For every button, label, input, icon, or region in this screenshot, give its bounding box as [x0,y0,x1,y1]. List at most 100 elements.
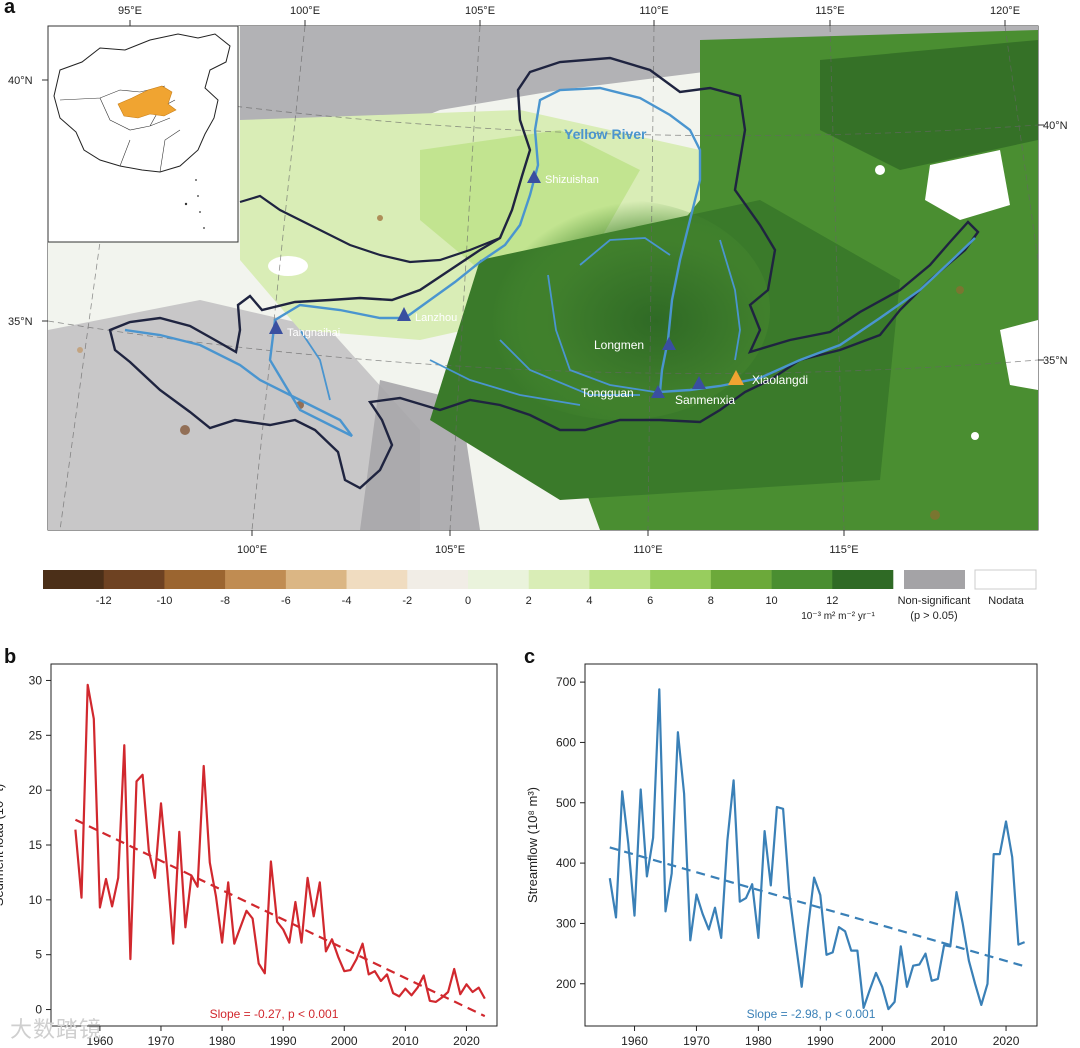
x-tick-label: 1960 [621,1034,648,1048]
y-tick-label: 15 [29,838,43,852]
colorbar-ticks: -12 -10 -8 -6 -4 -2 0 2 4 6 8 10 12 [96,595,839,607]
station-label: Tangnaihai [287,327,340,339]
lon-label-bottom: 100°E [237,544,267,556]
station-label: Xiaolangdi [752,373,808,387]
plot-frame [50,663,498,1027]
colorbar-swatch [225,570,287,589]
colorbar-unit: 10⁻³ m² m⁻² yr⁻¹ [801,611,875,622]
x-tick-label: 1980 [209,1034,236,1048]
station-marker-xiaolangdi [728,370,744,385]
colorbar-swatch [528,570,590,589]
slope-annotation: Slope = -2.98, p < 0.001 [747,1007,876,1021]
colorbar-tick-label: 12 [826,595,838,607]
x-tick-label: 1960 [87,1034,114,1048]
lat-label-right: 35°N [1043,355,1068,367]
trend-line [74,818,486,1018]
lon-label-bottom: 105°E [435,544,465,556]
lat-label-left: 40°N [8,75,33,87]
colorbar-tick-label: -12 [96,595,112,607]
station-marker-lanzhou [397,307,411,321]
lon-label-top: 95°E [118,5,142,17]
station-label: Longmen [594,338,644,352]
colorbar-swatch [710,570,772,589]
x-tick-label: 2000 [331,1034,358,1048]
trend-map: Shizuishan Tangnaihai Lanzhou Longmen To… [8,5,1068,556]
plot-frame [584,663,1038,1027]
nodata-swatch [974,569,1037,590]
y-tick-label: 400 [556,856,576,870]
colorbar-swatch [650,570,712,589]
colorbar-swatch [285,570,347,589]
inset-basin-highlight [117,85,177,119]
map-ticks [42,20,1044,536]
y-tick-label: 600 [556,735,576,749]
station-label: Tongguan [581,386,634,400]
station-marker-tangnaihai [269,320,283,334]
nonsig-label: Non-significant [898,595,971,607]
y-tick-label: 20 [29,783,43,797]
river-label: Yellow River [564,126,647,142]
panel-c-letter: c [524,646,536,668]
colorbar-tick-label: -8 [220,595,230,607]
lon-label-bottom: 115°E [829,544,858,556]
nonsig-swatch [904,570,965,589]
x-tick-label: 2010 [931,1034,958,1048]
station-marker-shizuishan [527,170,541,183]
tributaries [299,237,741,406]
y-tick-label: 0 [35,1003,42,1017]
x-tick-label: 1990 [807,1034,834,1048]
nodata-label: Nodata [988,595,1024,607]
colorbar-swatch [407,570,469,589]
colorbar-legend: -12 -10 -8 -6 -4 -2 0 2 4 6 8 10 12 10⁻³ m² m⁻² yr⁻¹… [43,569,1037,622]
colorbar-tick-label: 8 [708,595,714,607]
colorbar-swatch [832,570,894,589]
map-axis-labels: 95°E 100°E 105°E 110°E 115°E 120°E 100°E… [8,5,1068,556]
lon-label-top: 110°E [639,5,668,17]
station-marker-tongguan [651,385,665,398]
lon-label-top: 115°E [815,5,844,17]
data-series-line [608,688,1026,1011]
lon-label-bottom: 110°E [633,544,662,556]
colorbar-tick-label: 0 [465,595,471,607]
colorbar-tick-label: -6 [281,595,291,607]
y-tick-label: 25 [29,728,43,742]
data-series-line [74,683,486,1003]
x-tick-label: 2010 [392,1034,419,1048]
x-tick-label: 2020 [453,1034,480,1048]
nodata-bohai [925,150,1010,220]
inset-china-map [47,25,239,243]
colorbar-swatch [468,570,530,589]
watermark: 大数踏镜 [10,1018,103,1043]
slope-annotation: Slope = -0.27, p < 0.001 [210,1007,339,1021]
map-raster: Shizuishan Tangnaihai Lanzhou Longmen To… [48,26,1038,530]
basin-outline [108,56,980,490]
colorbar-swatch [43,570,105,589]
x-tick-label: 2020 [993,1034,1020,1048]
station-label: Sanmenxia [675,393,735,407]
x-tick-label: 2000 [869,1034,896,1048]
lon-label-top: 100°E [290,5,320,17]
station-marker-sanmenxia [692,376,706,389]
nodata-lake [268,256,308,276]
colorbar-tick-label: 2 [526,595,532,607]
y-tick-label: 200 [556,977,576,991]
x-tick-label: 1980 [745,1034,772,1048]
nonsig-region-west [48,300,420,530]
trend-line [609,846,1025,968]
colorbar-tick-label: 4 [586,595,592,607]
y-tick-label: 5 [35,948,42,962]
y-tick-label: 10 [29,893,43,907]
colorbar-tick-label: 10 [765,595,777,607]
station-marker-longmen [662,337,676,350]
colorbar-swatch [771,570,833,589]
station-label: Shizuishan [545,174,599,186]
x-tick-label: 1990 [270,1034,297,1048]
y-tick-label: 300 [556,916,576,930]
colorbar-swatch [589,570,651,589]
streamflow-chart: 1960 1970 1980 1990 2000 2010 2020 200 300 400 500… [525,663,1038,1048]
colorbar-tick-label: -4 [342,595,352,607]
colorbar-tick-label: 6 [647,595,653,607]
station-label: Lanzhou [415,312,457,324]
y-axis-label: Streamflow (10⁸ m³) [525,787,540,903]
lat-label-left: 35°N [8,316,33,328]
